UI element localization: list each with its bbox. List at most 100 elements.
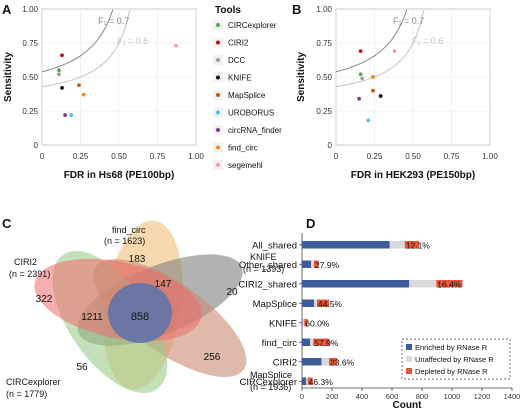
x-ticks-a: 0 0.25 0.50 0.75 1.00 (40, 152, 205, 161)
bar-CIRCexplorer-1 (306, 377, 308, 385)
x-tick-label: 1.00 (482, 152, 498, 161)
legend-items: CIRCexplorer CIRI2 DCC KNIFE MapSplice UROBOR… (213, 20, 282, 170)
venn-label-circexplorer: CIRCexplorer (6, 377, 61, 387)
x-tick-label-d: 800 (416, 392, 429, 401)
bar-label-MapSplice: 44.5% (318, 299, 343, 309)
venn-label-knife: KNIFE (250, 252, 277, 262)
point-DCC (360, 76, 365, 81)
curve-label-0.7-b: F₁ = 0.7 (393, 16, 424, 26)
x-tick-label-d: 600 (386, 392, 399, 401)
venn-region-mapsplice-only: 256 (204, 352, 221, 363)
x-tick-label: 0.75 (150, 152, 166, 161)
category-label-Other_shared: Other_shared (239, 260, 297, 271)
bar-legend-d: Enriched by RNase R Unaffected by RNase … (401, 338, 511, 380)
venn-region-858: 858 (131, 311, 149, 323)
legend-dot-MapSplice (216, 93, 220, 97)
y-tick-label: 0.50 (22, 73, 38, 82)
bar-All_shared-0 (302, 241, 390, 249)
grid-a (41, 8, 197, 146)
venn-region-ciri2-only: 322 (36, 294, 53, 305)
venn-label-find-circ: find_circ (112, 225, 146, 235)
category-label-MapSplice: MapSplice (253, 299, 297, 310)
venn-count-mapsplice: (n = 1936) (250, 382, 291, 392)
legend-label-enriched: Enriched by RNase R (415, 343, 488, 352)
point-MapSplice (371, 88, 375, 93)
panel-label-d: D (306, 216, 315, 231)
category-label-find_circ: find_circ (262, 338, 298, 349)
point-KNIFE (378, 94, 383, 98)
f1-curve-0.7-a (41, 9, 114, 73)
legend-dot-UROBORUS (216, 110, 220, 115)
y-tick-label: 1.00 (316, 5, 332, 14)
y-tick-label: 0.75 (316, 39, 332, 48)
y-tick-label: 0.25 (316, 107, 332, 116)
bar-label-CIRI2: 23.6% (330, 357, 355, 367)
legend-dot-DCC (216, 58, 220, 62)
legend-dot-CIRI2 (216, 40, 220, 45)
x-tick-label-d: 1000 (444, 392, 461, 401)
bar-Other_shared-0 (302, 260, 311, 268)
legend-swatch-unaffected (406, 356, 412, 362)
bars-d: 12.1% 27.9% 16.4% 44.5% 60.0% 57.9% 23.6% 46.3% (302, 240, 463, 387)
points-a (57, 43, 178, 117)
x-axis-label-b: FDR in HEK293 (PE150bp) (351, 170, 475, 181)
category-labels-d: All_shared Other_shared CIRI2_shared MapSpl… (238, 240, 302, 388)
x-tick-label: 0.75 (444, 152, 460, 161)
venn-region-knife-only: 20 (226, 287, 238, 298)
curve-label-0.6-a: F₁ = 0.6 (117, 36, 148, 46)
legend-label-unaffected: Unaffected by RNase R (415, 355, 494, 364)
scatter-plot-a: F₁ = 0.7 F₁ = 0.6 0 0.25 0.50 0.75 1.00 0 0.2… (3, 5, 204, 181)
x-tick-label: 1.00 (188, 152, 204, 161)
y-tick-label: 0 (328, 141, 333, 150)
bar-CIRCexplorer-0 (302, 377, 307, 385)
legend-dot-KNIFE (216, 75, 220, 80)
legend-swatch-depleted (406, 368, 412, 374)
y-tick-label: 0.25 (22, 107, 38, 116)
legend-label-KNIFE: KNIFE (228, 74, 252, 83)
x-tick-label: 0 (334, 152, 339, 161)
venn-count-ciri2: (n = 2391) (9, 269, 50, 279)
bar-find_circ-2 (313, 338, 330, 346)
legend-label-CIRCexplorer: CIRCexplorer (228, 21, 277, 30)
bar-MapSplice-2 (317, 299, 329, 307)
bar-All_shared-2 (404, 241, 419, 249)
point-DCC (57, 72, 61, 77)
bar-CIRI2-2 (329, 358, 338, 366)
venn-diagram: find_circ (n = 1623) KNIFE (n = 1393) Ma… (6, 220, 292, 399)
bar-CIRI2-1 (321, 358, 329, 366)
x-tick-label-d: 1200 (474, 392, 491, 401)
x-tick-label: 0.25 (73, 152, 89, 161)
panel-label-a: A (2, 2, 12, 17)
x-tick-label: 0 (40, 152, 45, 161)
f1-curve-0.7-b (335, 9, 408, 73)
venn-label-ciri2: CIRI2 (14, 257, 37, 267)
category-label-KNIFE: KNIFE (269, 318, 297, 329)
legend-label-circRNA_finder: circRNA_finder (228, 126, 282, 135)
point-UROBORUS (366, 118, 371, 123)
legend-label-DCC: DCC (228, 56, 246, 65)
bar-legend-box (401, 338, 511, 380)
x-tick-label-d: 1400 (504, 392, 520, 401)
bar-All_shared-1 (389, 241, 405, 249)
bar-CIRI2_shared-0 (302, 280, 410, 288)
point-segemehl (392, 49, 397, 54)
venn-region-1211: 1211 (81, 312, 103, 323)
x-axis-label-d: Count (393, 400, 423, 411)
bar-MapSplice-0 (302, 299, 314, 307)
venn-ellipses (34, 220, 247, 393)
y-tick-label: 1.00 (22, 5, 38, 14)
curve-label-0.7-a: F₁ = 0.7 (98, 16, 129, 26)
points-b (357, 49, 397, 123)
venn-count-knife: (n = 1393) (243, 264, 284, 274)
legend-label-CIRI2: CIRI2 (228, 39, 249, 48)
x-ticks-d: 0 200 400 600 800 1000 1200 1400 (300, 388, 520, 401)
legend-title: Tools (215, 5, 241, 16)
bar-MapSplice-1 (314, 299, 317, 307)
legend-label-find_circ: find_circ (228, 144, 258, 153)
bar-find_circ-0 (302, 338, 311, 346)
bar-CIRCexplorer-2 (307, 377, 313, 385)
scatter-plot-b: F₁ = 0.7 F₁ = 0.6 0 0.25 0.50 0.75 1.00 0 0.2… (296, 5, 498, 181)
venn-region-147: 147 (155, 279, 172, 290)
x-tick-label: 0.25 (367, 152, 383, 161)
point-find_circ (371, 75, 375, 79)
